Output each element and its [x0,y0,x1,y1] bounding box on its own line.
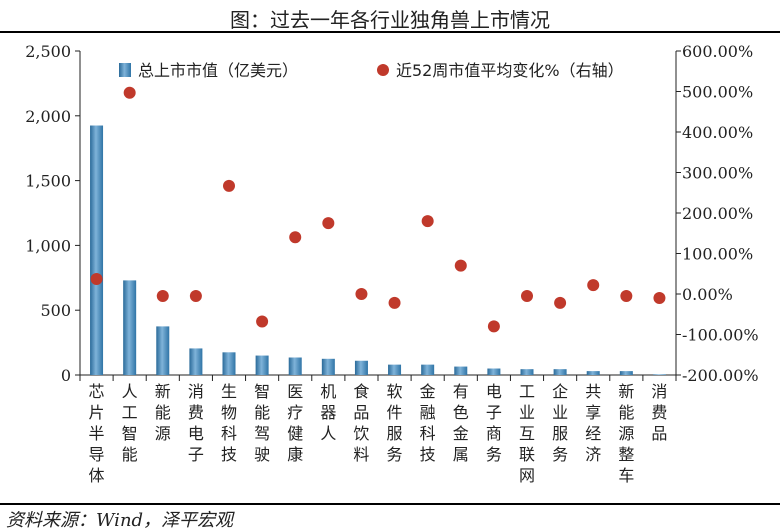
dot-52w-change [256,315,269,328]
category-label: 软件服务 [387,382,403,464]
category-label: 电子商务 [486,382,502,464]
category-label: 智能驾驶 [254,382,270,464]
y-left-tick-label: 1,500 [25,172,71,191]
category-label: 人工智能 [122,382,138,464]
source-note: 资料来源：Wind，泽平宏观 [6,510,234,531]
top-rule [0,31,780,33]
category-label: 金融科技 [420,382,436,464]
y-right-tick-label: 300.00% [682,164,753,183]
bar-market-cap [520,369,534,375]
legend-swatch-bar [119,63,131,77]
y-left-tick-label: 0 [61,366,71,385]
y-left-tick-label: 1,000 [25,236,71,255]
y-left-tick-label: 500 [40,301,71,320]
category-label: 消费品 [651,382,667,443]
bar-market-cap [123,280,137,375]
dot-52w-change [123,86,136,99]
bar-market-cap [586,371,600,375]
bar-market-cap [255,355,269,375]
y-left-tick-label: 2,000 [25,107,71,126]
bar-market-cap [288,357,302,375]
category-label: 新能源整车 [618,382,634,485]
category-label: 工业互联网 [519,382,535,485]
category-label: 企业服务 [552,382,568,464]
dot-52w-change [554,296,567,309]
bottom-rule [0,503,780,505]
dot-52w-change [156,290,169,303]
y-right-tick-label: 200.00% [682,204,753,223]
legend-label-bar: 总上市市值（亿美元） [138,61,298,80]
dot-52w-change [223,179,235,192]
bar-market-cap [354,360,368,375]
dot-52w-change [189,290,202,303]
bar-market-cap [189,348,203,375]
category-label: 消费电子 [188,382,204,464]
bar-market-cap [487,368,501,375]
bar-market-cap [321,358,335,375]
dot-52w-change [620,290,633,303]
dot-52w-change [322,217,335,230]
category-label: 共享经济 [585,382,601,464]
category-label: 芯片半导体 [89,382,105,485]
dot-52w-change [388,296,401,309]
dot-52w-change [421,215,434,228]
bar-market-cap [553,369,567,375]
category-label: 新能源 [155,382,171,443]
bar-market-cap [619,371,633,375]
y-right-tick-label: 500.00% [682,83,753,102]
bar-market-cap [222,352,236,375]
category-label: 有色金属 [453,382,469,464]
bar-market-cap [388,364,402,375]
dot-52w-change [289,231,302,244]
category-label: 食品饮料 [353,382,369,464]
dot-52w-change [90,273,103,286]
dot-52w-change [487,320,500,333]
bar-market-cap [652,374,666,375]
y-right-tick-label: 100.00% [682,245,753,264]
y-right-tick-label: 400.00% [682,123,753,142]
dot-52w-change [355,288,368,300]
dot-52w-change [587,279,600,292]
bar-market-cap [90,125,104,376]
dot-52w-change [653,292,666,305]
category-label: 机器人 [320,382,336,443]
y-right-tick-label: 600.00% [682,42,753,61]
y-right-tick-label: -100.00% [682,326,759,345]
dot-52w-change [521,290,533,303]
dot-52w-change [454,259,467,272]
bar-market-cap [421,364,435,375]
y-right-tick-label: -200.00% [682,366,759,385]
y-right-tick-label: 0.00% [682,285,733,304]
chart-title: 图：过去一年各行业独角兽上市情况 [230,8,550,32]
category-label: 生物科技 [221,382,237,464]
category-label: 医疗健康 [287,382,303,464]
bar-market-cap [156,326,170,375]
y-left-tick-label: 2,500 [25,42,71,61]
legend-swatch-dot [377,64,389,76]
bar-market-cap [454,366,468,375]
legend-label-dot: 近52周市值平均变化%（右轴） [396,61,624,80]
